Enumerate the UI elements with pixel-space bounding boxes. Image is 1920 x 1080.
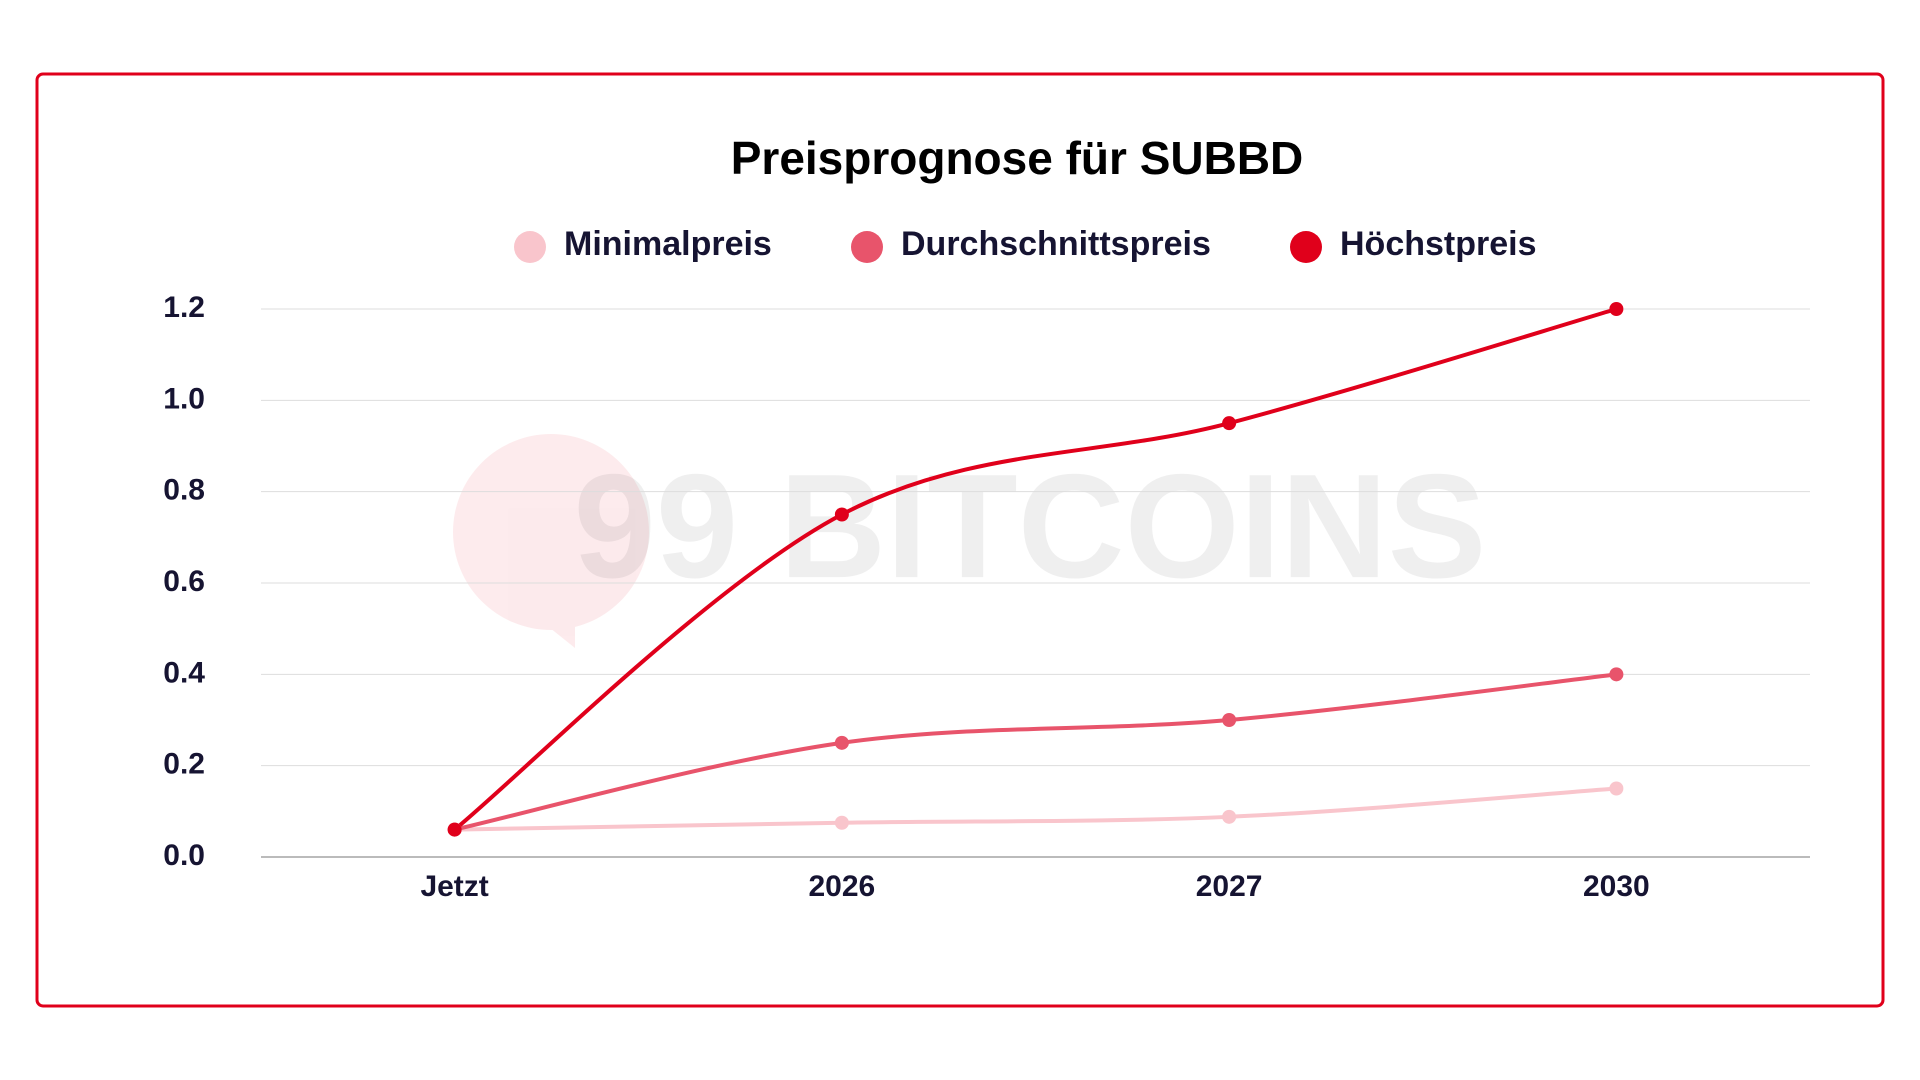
legend-label: Minimalpreis <box>564 225 772 263</box>
x-tick-label: 2030 <box>1583 870 1650 903</box>
legend-label: Höchstpreis <box>1340 225 1537 263</box>
watermark: 99 BITCOINS <box>574 444 1487 609</box>
x-tick-label: 2026 <box>809 870 876 903</box>
legend-marker <box>1290 231 1322 263</box>
y-tick-label: 0.6 <box>163 565 205 598</box>
watermark-logo <box>453 434 649 648</box>
y-tick-label: 1.2 <box>163 291 205 324</box>
data-point <box>1609 302 1624 316</box>
chart-title: Preisprognose für SUBBD <box>731 132 1304 184</box>
legend-marker <box>851 231 883 263</box>
legend-label: Durchschnittspreis <box>901 225 1211 263</box>
data-point <box>1609 667 1624 682</box>
legend-marker <box>514 231 546 263</box>
data-point <box>1609 781 1624 796</box>
series-line <box>454 786 1617 832</box>
data-point <box>834 815 849 830</box>
data-point <box>834 507 849 522</box>
x-tick-label: Jetzt <box>420 870 488 903</box>
y-tick-label: 1.0 <box>163 382 205 415</box>
y-tick-label: 0.4 <box>163 656 205 689</box>
series-line <box>453 307 1617 832</box>
y-tick-label: 0.8 <box>163 474 205 507</box>
series-line <box>454 672 1617 832</box>
frame <box>35 72 1885 1008</box>
data-point <box>447 822 462 837</box>
data-point <box>1222 416 1237 431</box>
data-point <box>1222 809 1237 824</box>
y-tick-label: 0.0 <box>163 839 205 872</box>
y-tick-label: 0.2 <box>163 748 205 781</box>
x-tick-label: 2027 <box>1196 870 1263 903</box>
data-point <box>1222 713 1237 727</box>
data-point <box>834 735 849 750</box>
